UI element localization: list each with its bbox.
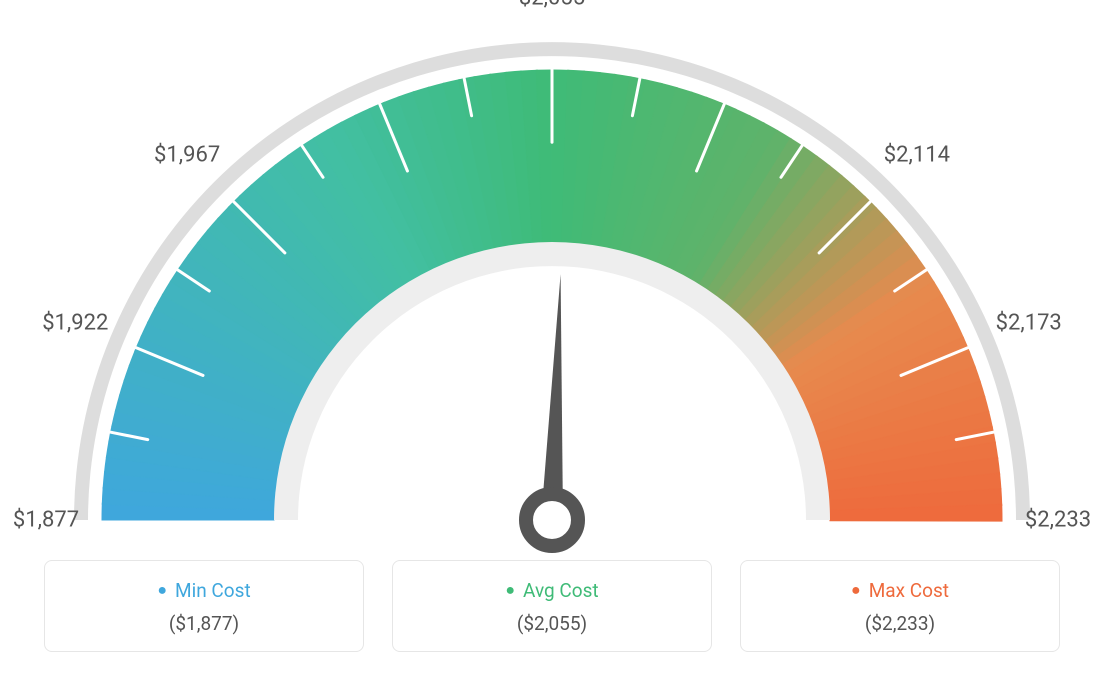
legend-title-min: Min Cost (57, 579, 351, 602)
gauge-needle (541, 274, 563, 520)
gauge-label: $2,173 (996, 310, 1062, 335)
legend-card-min: Min Cost ($1,877) (44, 560, 364, 652)
gauge-svg (0, 0, 1104, 560)
legend-title-avg: Avg Cost (405, 579, 699, 602)
legend-card-avg: Avg Cost ($2,055) (392, 560, 712, 652)
gauge-hub (526, 494, 578, 546)
legend-row: Min Cost ($1,877) Avg Cost ($2,055) Max … (0, 560, 1104, 652)
legend-card-max: Max Cost ($2,233) (740, 560, 1060, 652)
legend-value-avg: ($2,055) (405, 612, 699, 635)
gauge-label: $1,922 (42, 310, 108, 335)
gauge-container: $1,877 $1,922 $1,967 $2,055 $2,114 $2,173 $2,2… (0, 0, 1104, 560)
legend-value-max: ($2,233) (753, 612, 1047, 635)
gauge-label: $1,967 (154, 143, 220, 168)
gauge-label: $2,114 (884, 143, 950, 168)
gauge-label: $1,877 (13, 508, 79, 533)
legend-value-min: ($1,877) (57, 612, 351, 635)
legend-title-max: Max Cost (753, 579, 1047, 602)
gauge-label: $2,233 (1025, 508, 1091, 533)
gauge-label: $2,055 (519, 0, 585, 11)
